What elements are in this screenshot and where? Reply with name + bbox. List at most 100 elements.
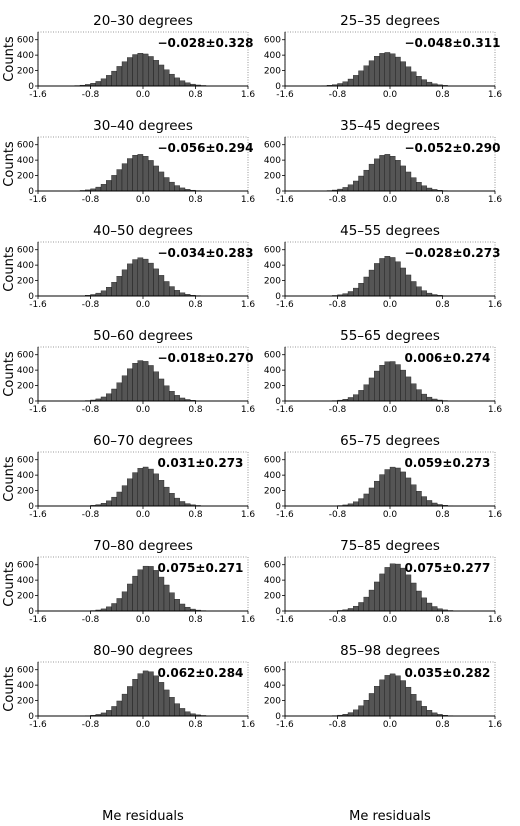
y-tick-label: 600 xyxy=(264,666,281,676)
y-tick-label: 600 xyxy=(264,36,281,46)
x-tick-label: 0.8 xyxy=(188,90,203,100)
histogram-bar xyxy=(416,389,422,402)
x-tick-label: 0.8 xyxy=(188,195,203,205)
histogram-bar xyxy=(106,287,112,297)
histogram-bar xyxy=(416,700,422,717)
histogram-bar xyxy=(421,706,427,717)
y-tick-label: 0 xyxy=(28,292,34,302)
histogram-bar xyxy=(353,180,359,192)
x-tick-label: -1.6 xyxy=(29,195,47,205)
y-axis-label: Counts xyxy=(2,141,17,187)
histogram-bar xyxy=(179,187,186,192)
panel-title: 85–98 degrees xyxy=(340,643,440,659)
mean-sd-annotation: −0.048±0.311 xyxy=(404,36,500,50)
histogram-bar xyxy=(179,603,186,612)
y-axis-label: Counts xyxy=(2,561,17,607)
histogram-bar xyxy=(169,181,175,192)
histogram-panel-5: 40–50 degrees -1.6 -0.8 0.0 0.8 1.6 0 200 400 600… xyxy=(2,223,255,310)
histogram-bar xyxy=(106,75,112,87)
histogram-bar xyxy=(174,290,180,297)
y-tick-label: 200 xyxy=(264,697,281,707)
histogram-bar xyxy=(421,597,427,612)
y-tick-label: 0 xyxy=(28,712,34,722)
x-tick-label: -0.8 xyxy=(329,720,347,730)
histogram-bar xyxy=(379,365,385,402)
histogram-bar xyxy=(368,589,375,612)
x-axis-label: Me residuals xyxy=(349,809,431,824)
x-tick-label: -1.6 xyxy=(29,615,47,625)
y-tick-label: 200 xyxy=(264,67,281,77)
x-tick-label: -0.8 xyxy=(82,90,100,100)
y-tick-label: 600 xyxy=(17,456,34,466)
histogram-bar xyxy=(342,187,349,192)
histogram-bar xyxy=(106,180,112,192)
y-tick-label: 400 xyxy=(17,261,34,271)
y-axis-label: Counts xyxy=(2,351,17,397)
histogram-bar xyxy=(410,484,417,507)
y-tick-label: 200 xyxy=(264,172,281,182)
histogram-bar xyxy=(416,491,422,507)
histogram-bar xyxy=(421,185,427,192)
histogram-bar xyxy=(132,363,138,402)
y-tick-label: 600 xyxy=(17,666,34,676)
histogram-bar xyxy=(379,258,385,297)
histogram-bar xyxy=(358,602,364,612)
histogram-bar xyxy=(353,75,359,87)
y-tick-label: 400 xyxy=(264,576,281,586)
y-tick-label: 400 xyxy=(264,681,281,691)
histogram-bar xyxy=(358,283,364,297)
histogram-bar xyxy=(358,390,364,402)
histogram-bar xyxy=(158,480,165,507)
x-tick-label: 0.0 xyxy=(136,300,151,310)
histogram-bar xyxy=(100,78,107,87)
histogram-bar xyxy=(347,184,354,192)
x-tick-label: 0.8 xyxy=(188,615,203,625)
histogram-bar xyxy=(353,501,359,507)
mean-sd-annotation: −0.018±0.270 xyxy=(157,351,253,365)
histogram-bar xyxy=(132,54,138,87)
histogram-bars xyxy=(321,361,459,402)
histogram-bar xyxy=(116,169,123,192)
y-tick-label: 600 xyxy=(17,246,34,256)
x-tick-label: 1.6 xyxy=(241,405,256,415)
panel-title: 75–85 degrees xyxy=(340,538,440,554)
x-tick-label: -0.8 xyxy=(329,615,347,625)
y-tick-label: 0 xyxy=(275,397,281,407)
histogram-bar xyxy=(363,384,370,402)
histogram-bar xyxy=(389,53,396,87)
x-tick-label: 0.0 xyxy=(136,615,151,625)
histogram-bar xyxy=(121,485,128,507)
histogram-bar xyxy=(179,501,186,507)
histogram-bar xyxy=(405,376,412,402)
histogram-bars xyxy=(326,563,464,612)
histogram-bar xyxy=(416,182,422,192)
x-tick-label: 0.0 xyxy=(383,300,398,310)
y-tick-label: 400 xyxy=(17,681,34,691)
mean-sd-annotation: 0.031±0.273 xyxy=(157,456,243,470)
histogram-bar xyxy=(405,574,412,612)
y-tick-label: 400 xyxy=(264,366,281,376)
histogram-bar xyxy=(116,700,123,717)
histogram-bar xyxy=(368,487,375,507)
histogram-bar xyxy=(363,65,370,87)
x-tick-label: 1.6 xyxy=(488,195,503,205)
x-tick-label: 0.0 xyxy=(383,510,398,520)
histogram-bar xyxy=(368,269,375,297)
histogram-bar xyxy=(169,697,175,717)
histogram-bar xyxy=(106,606,112,612)
x-tick-label: -1.6 xyxy=(29,510,47,520)
histogram-bar xyxy=(137,154,144,192)
histogram-bar xyxy=(174,395,180,402)
x-tick-label: -0.8 xyxy=(82,405,100,415)
histogram-bar xyxy=(400,471,406,507)
histogram-bar xyxy=(358,498,364,507)
histogram-bar xyxy=(153,268,159,297)
mean-sd-annotation: −0.034±0.283 xyxy=(157,246,253,260)
x-tick-label: -1.6 xyxy=(276,510,294,520)
y-tick-label: 0 xyxy=(28,607,34,617)
x-tick-label: -1.6 xyxy=(29,405,47,415)
histogram-bar xyxy=(395,675,401,717)
histogram-bar xyxy=(142,156,149,192)
histogram-bar xyxy=(163,281,170,297)
histogram-bar xyxy=(158,171,165,192)
